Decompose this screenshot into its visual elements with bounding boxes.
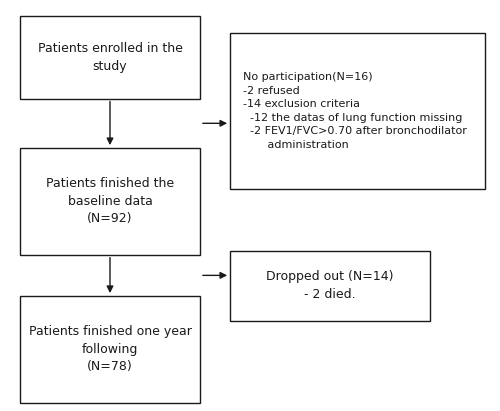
- FancyBboxPatch shape: [20, 296, 200, 403]
- Text: Patients finished one year
following
(N=78): Patients finished one year following (N=…: [28, 326, 192, 373]
- Text: Dropped out (N=14)
- 2 died.: Dropped out (N=14) - 2 died.: [266, 270, 394, 301]
- FancyBboxPatch shape: [230, 251, 430, 321]
- FancyBboxPatch shape: [20, 148, 200, 255]
- Text: Patients finished the
baseline data
(N=92): Patients finished the baseline data (N=9…: [46, 178, 174, 225]
- Text: No participation(N=16)
-2 refused
-14 exclusion criteria
  -12 the datas of lung: No participation(N=16) -2 refused -14 ex…: [242, 72, 466, 150]
- FancyBboxPatch shape: [20, 16, 200, 99]
- FancyBboxPatch shape: [230, 33, 485, 189]
- Text: Patients enrolled in the
study: Patients enrolled in the study: [38, 42, 182, 73]
